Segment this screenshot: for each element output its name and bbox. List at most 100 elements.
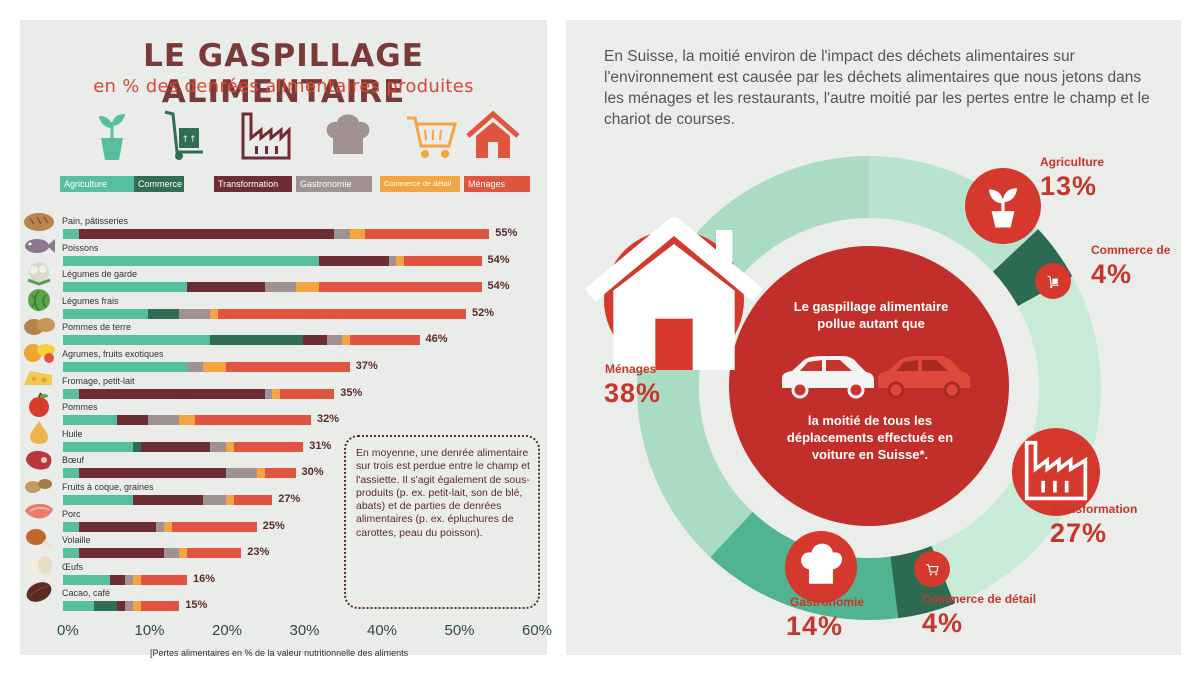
bar-huile bbox=[63, 441, 304, 452]
factory-icon bbox=[241, 112, 291, 160]
bar-segment-transformation bbox=[109, 574, 125, 585]
bar-segment-agriculture bbox=[63, 388, 79, 399]
apple-icon bbox=[29, 392, 49, 417]
bar-segment-transformation bbox=[78, 229, 335, 239]
x-tick-label: 60% bbox=[522, 622, 553, 639]
bar-segment-gastronomie bbox=[156, 521, 164, 532]
bar-segment-commerce-de-detail bbox=[225, 495, 234, 505]
fish-icon bbox=[25, 239, 55, 253]
label-agriculture: Agriculture bbox=[1040, 155, 1105, 169]
pct-transformation: 27% bbox=[1050, 518, 1108, 548]
bar-total-label: 37% bbox=[355, 360, 378, 372]
bar-segment-menages bbox=[194, 415, 311, 426]
bar-segment-gastronomie bbox=[326, 335, 342, 346]
bar-segment-agriculture bbox=[63, 362, 187, 372]
row-label-cacao-cafe: Cacao, café bbox=[62, 588, 111, 599]
cheese-icon bbox=[24, 371, 52, 385]
bar-segment-commerce-de-detail bbox=[225, 441, 234, 452]
bar-total-label: 55% bbox=[495, 227, 518, 239]
bar-segment-commerce bbox=[210, 335, 304, 346]
bar-segment-agriculture bbox=[63, 468, 79, 479]
bar-segment-menages bbox=[233, 441, 304, 452]
bar-segment-menages bbox=[140, 574, 187, 585]
bar-segment-gastronomie bbox=[163, 548, 180, 559]
bar-segment-menages bbox=[233, 495, 273, 505]
bar-segment-agriculture bbox=[63, 415, 118, 426]
bar-legumes-de-garde bbox=[63, 282, 482, 293]
bar-segment-agriculture bbox=[63, 495, 133, 505]
pct-commerce: 4% bbox=[1091, 259, 1133, 289]
bar-oeufs bbox=[63, 574, 187, 585]
bar-segment-agriculture bbox=[63, 601, 94, 612]
row-label-fruits-a-coque-graines: Fruits à coque, graines bbox=[62, 482, 154, 492]
eggs-icon bbox=[27, 556, 52, 576]
food-waste-bar-chart-panel: LE GASPILLAGE ALIMENTAIRE en % des denré… bbox=[20, 20, 552, 658]
oil-drop-icon bbox=[30, 421, 48, 444]
center-text-top: Le gaspillage alimentaire pollue autant … bbox=[793, 299, 949, 331]
label-menages: Ménages bbox=[605, 362, 657, 376]
bar-total-label: 54% bbox=[487, 280, 510, 293]
bar-segment-menages bbox=[171, 521, 257, 532]
beef-icon bbox=[26, 450, 52, 470]
bar-porc bbox=[63, 521, 257, 532]
bar-segment-menages bbox=[280, 388, 335, 399]
pct-agriculture: 13% bbox=[1040, 171, 1098, 201]
bar-pain-patisseries bbox=[63, 229, 490, 239]
row-label-legumes-de-garde: Légumes de garde bbox=[62, 269, 138, 280]
cauliflower-icon bbox=[27, 262, 51, 286]
bar-segment-gastronomie bbox=[264, 388, 273, 399]
citrus-icon bbox=[24, 344, 55, 363]
center-text-bottom: la moitié de tous les déplacements effec… bbox=[786, 413, 954, 462]
legend-commerce-label: Commerce bbox=[134, 176, 184, 192]
legend-gastronomie-label: Gastronomie bbox=[296, 176, 372, 192]
bar-segment-agriculture bbox=[63, 282, 187, 293]
bar-segment-commerce-de-detail bbox=[256, 468, 265, 479]
chart-subtitle: en % des denrées alimentaires produites bbox=[93, 76, 474, 97]
bar-segment-gastronomie bbox=[187, 362, 203, 372]
note-text: En moyenne, une denrée alimentaire sur t… bbox=[356, 447, 530, 539]
bar-segment-agriculture bbox=[63, 548, 79, 559]
row-label-poissons: Poissons bbox=[62, 242, 99, 253]
bar-segment-menages bbox=[349, 335, 420, 346]
bar-segment-menages bbox=[404, 255, 482, 266]
bar-segment-transformation bbox=[78, 548, 164, 559]
bar-total-label: 15% bbox=[185, 599, 208, 612]
bar-agrumes-fruits-exotiques bbox=[63, 362, 350, 372]
chef-hat-icon bbox=[785, 531, 857, 603]
bar-segment-gastronomie bbox=[264, 282, 296, 293]
pct-commerce-de-detail: 4% bbox=[922, 608, 964, 638]
bar-segment-menages bbox=[218, 308, 466, 319]
bar-segment-transformation bbox=[78, 468, 226, 479]
bar-segment-transformation bbox=[187, 282, 265, 293]
bread-icon bbox=[24, 213, 54, 231]
row-label-oeufs: Œufs bbox=[62, 561, 84, 572]
bar-segment-agriculture bbox=[63, 229, 79, 239]
bar-segment-gastronomie bbox=[125, 601, 133, 612]
x-tick-label: 40% bbox=[367, 622, 398, 639]
row-label-volaille: Volaille bbox=[62, 535, 91, 546]
row-label-boeuf: Bœuf bbox=[62, 455, 85, 466]
bar-segment-commerce-de-detail bbox=[179, 548, 187, 559]
poultry-icon bbox=[26, 529, 54, 550]
bar-pommes-de-terre bbox=[63, 335, 420, 346]
bar-total-label: 32% bbox=[317, 413, 340, 426]
bar-segment-commerce-de-detail bbox=[132, 574, 141, 585]
hand-truck-icon: ↑↑ bbox=[164, 110, 203, 160]
x-tick-label: 20% bbox=[212, 622, 243, 639]
row-label-pommes-de-terre: Pommes de terre bbox=[62, 322, 132, 333]
bar-segment-transformation bbox=[78, 388, 265, 399]
bar-total-label: 31% bbox=[309, 439, 332, 452]
bar-segment-commerce-de-detail bbox=[210, 308, 218, 319]
bar-segment-menages bbox=[318, 282, 482, 293]
bar-segment-agriculture bbox=[63, 308, 149, 319]
bar-segment-transformation bbox=[318, 255, 389, 266]
chef-hat-icon bbox=[326, 114, 370, 154]
legend-transformation-label: Transformation bbox=[214, 176, 292, 192]
bar-segment-transformation bbox=[132, 495, 203, 505]
bar-segment-menages bbox=[187, 548, 242, 559]
cars-icon bbox=[782, 356, 970, 399]
bar-segment-commerce-de-detail bbox=[132, 601, 141, 612]
hand-truck-icon bbox=[1035, 263, 1071, 299]
factory-icon bbox=[1012, 428, 1100, 516]
bar-segment-gastronomie bbox=[225, 468, 257, 479]
